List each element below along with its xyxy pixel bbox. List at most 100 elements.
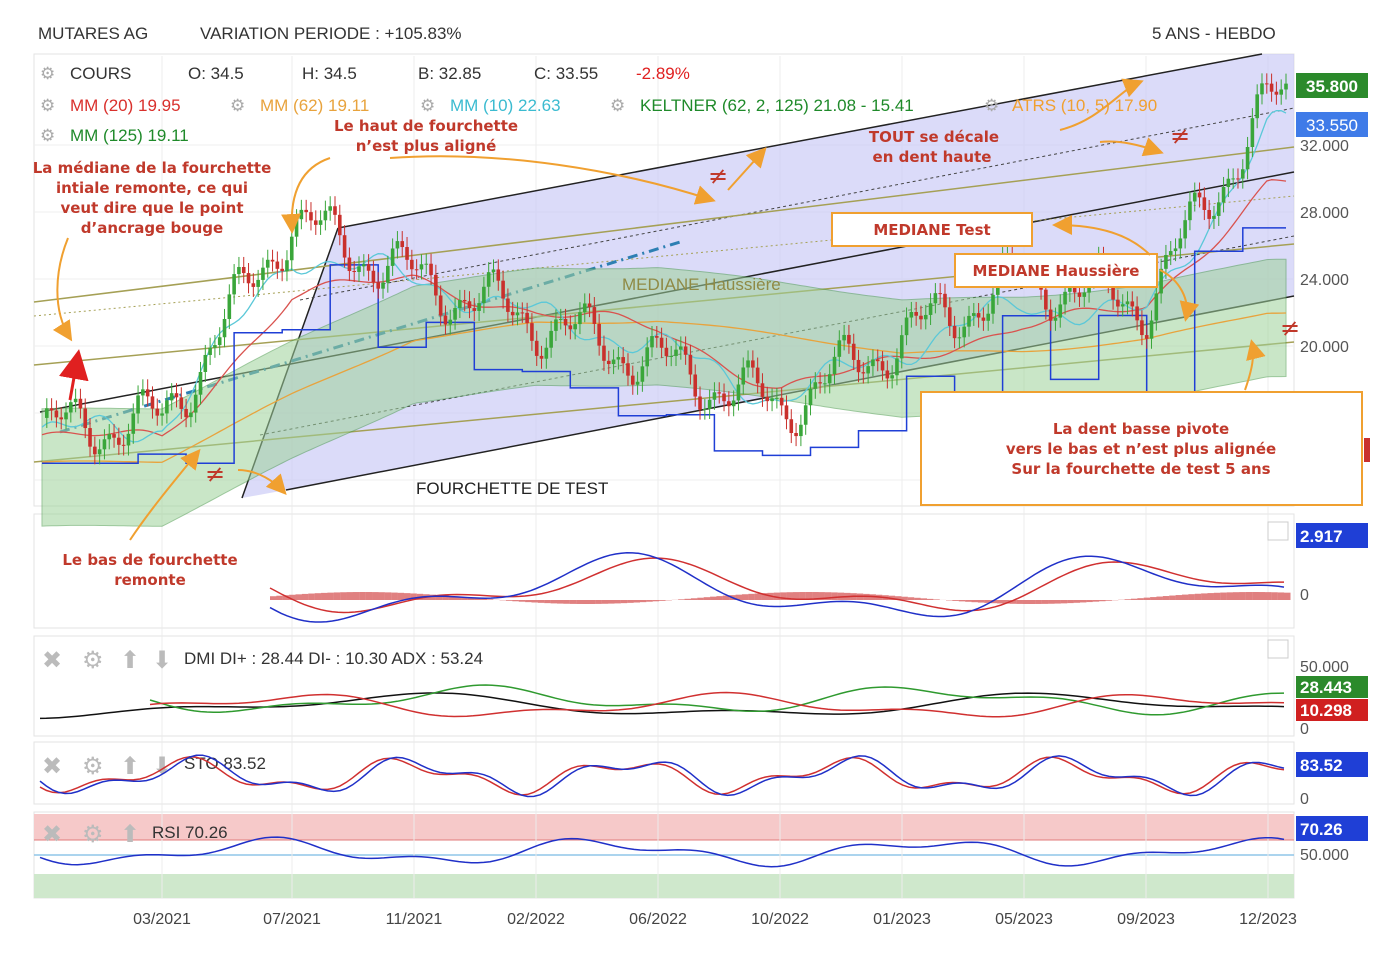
close-icon[interactable]: ✖ <box>42 821 62 848</box>
dmi-toggle-box[interactable] <box>1267 639 1289 659</box>
macd-histogram-bar <box>1060 600 1068 604</box>
candle-body <box>818 382 822 384</box>
candle-body <box>563 318 568 326</box>
di-plus-line <box>149 684 1285 716</box>
candle-body <box>237 267 241 275</box>
arrow-mediane-test <box>1052 215 1151 256</box>
arrow-up-icon[interactable]: ⬆ <box>120 753 140 780</box>
macd-histogram-bar <box>1092 600 1100 602</box>
legend-low: B: 32.85 <box>418 64 481 83</box>
candle-body <box>414 269 419 271</box>
close-icon[interactable]: ✖ <box>42 753 62 780</box>
macd-histogram-bar <box>710 596 717 600</box>
macd-toggle-box[interactable] <box>1267 521 1289 541</box>
macd-histogram-bar <box>1194 593 1202 600</box>
candle-body <box>241 267 246 274</box>
macd-histogram-bar <box>563 600 570 604</box>
macd-histogram-bar <box>1156 596 1163 600</box>
keltner-channel <box>41 258 1287 527</box>
chart-label-fourchette-test: FOURCHETTE DE TEST <box>416 479 608 498</box>
candle-body <box>1077 292 1082 297</box>
price-badge-last-text: 33.550 <box>1306 116 1358 135</box>
price-tick: 24.000 <box>1300 272 1349 289</box>
gear-icon[interactable]: ⚙ <box>40 96 55 115</box>
macd-histogram-bar <box>467 597 475 600</box>
candle-body <box>102 439 107 450</box>
arrow-neq-up <box>727 147 767 191</box>
candle-body <box>69 402 73 413</box>
macd-histogram-bar <box>365 592 373 600</box>
candle-body <box>717 392 722 394</box>
candle-body <box>1188 201 1192 221</box>
gear-icon[interactable]: ⚙ <box>230 96 245 115</box>
x-tick-label: 01/2023 <box>873 911 931 928</box>
dmi-plus-text: 28.443 <box>1300 678 1352 697</box>
arrow-up-icon[interactable]: ⬆ <box>120 821 140 848</box>
candle-body <box>823 383 827 385</box>
candle-body <box>654 336 659 338</box>
candle-body <box>890 375 894 379</box>
candle-body <box>429 263 433 275</box>
macd-histogram-bar <box>576 600 583 604</box>
arrow-down-icon[interactable]: ⬇ <box>152 647 172 674</box>
arrow-haut-left <box>281 157 331 234</box>
macd-badge <box>1296 523 1368 548</box>
macd-histogram-bar <box>333 592 341 600</box>
arrow-down-icon[interactable]: ⬇ <box>152 753 172 780</box>
candle-body <box>755 367 760 384</box>
macd-histogram-bar <box>569 600 577 604</box>
candle-body <box>1120 304 1125 307</box>
candle-body <box>875 359 880 362</box>
candle-body <box>842 334 846 341</box>
macd-histogram-bar <box>474 598 481 600</box>
candle-body <box>256 279 260 287</box>
arrow-up-icon[interactable]: ⬆ <box>120 647 140 674</box>
mediane-test-box <box>831 212 1033 247</box>
candle-body <box>323 210 328 221</box>
gear-icon[interactable]: ⚙ <box>610 96 625 115</box>
macd-histogram-bar <box>550 600 558 604</box>
gear-icon[interactable]: ⚙ <box>420 96 435 115</box>
macd-histogram-bar <box>1137 598 1144 600</box>
candle-body <box>381 282 385 289</box>
arrow-tout-up <box>1059 78 1144 131</box>
legend-open: O: 34.5 <box>188 64 244 83</box>
macd-histogram-bar <box>614 600 621 604</box>
candle-body <box>626 363 630 376</box>
candle-body <box>683 346 688 355</box>
candle-body <box>621 357 625 364</box>
gear-icon[interactable]: ⚙ <box>82 647 104 674</box>
rsi-controls: ✖ ⚙ ⬆ <box>42 821 140 848</box>
adx-line <box>39 692 1285 720</box>
macd-histogram-bar <box>282 595 290 600</box>
macd-histogram-bar <box>1201 593 1208 600</box>
gear-icon[interactable]: ⚙ <box>82 821 104 848</box>
gear-icon[interactable]: ⚙ <box>40 64 55 83</box>
candle-body <box>578 312 582 325</box>
gear-icon[interactable]: ⚙ <box>40 126 55 145</box>
candle-body <box>376 282 381 289</box>
candle-body <box>885 370 890 379</box>
macd-histogram-bar <box>907 597 915 600</box>
macd-histogram-bar <box>525 600 532 603</box>
macd-histogram-bar <box>1048 600 1055 604</box>
gear-icon[interactable]: ⚙ <box>82 753 104 780</box>
macd-histogram-bar <box>1028 600 1036 604</box>
gear-icon[interactable]: ⚙ <box>984 96 999 115</box>
candle-body <box>530 323 534 341</box>
annot-haut-1: Le haut de fourchette <box>334 117 518 135</box>
close-icon[interactable]: ✖ <box>42 647 62 674</box>
price-tick: 28.000 <box>1300 205 1349 222</box>
candle-body <box>169 393 174 401</box>
mediane-haussiere-label: MEDIANE Haussière <box>973 262 1140 280</box>
annot-haut-2: n’est plus aligné <box>356 137 497 155</box>
candle-body <box>203 354 208 372</box>
price-tick: 20.000 <box>1300 339 1349 356</box>
candle-body <box>491 269 496 273</box>
dmi-zero: 0 <box>1300 721 1309 738</box>
candle-body <box>827 374 832 384</box>
candle-body <box>1212 215 1216 219</box>
candle-body <box>83 408 88 429</box>
candle-body <box>107 434 112 440</box>
dmi-adx-level: 50.000 <box>1300 659 1349 676</box>
